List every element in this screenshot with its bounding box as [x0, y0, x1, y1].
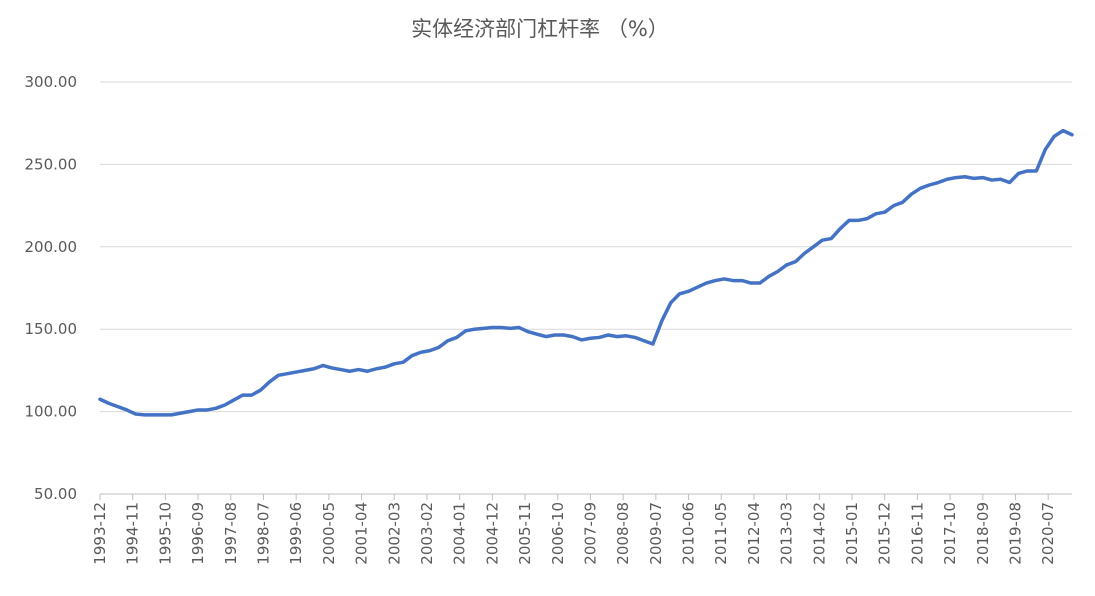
x-tick-label: 1995-10	[156, 502, 174, 565]
x-tick-label: 2007-09	[581, 502, 599, 565]
x-tick-label: 2005-11	[516, 502, 534, 565]
x-tick-label: 2012-04	[745, 502, 763, 565]
data-line	[98, 128, 1074, 417]
x-tick-label: 2006-10	[549, 502, 567, 565]
x-tick-label: 1993-12	[91, 502, 109, 565]
y-tick-label: 250.00	[25, 155, 78, 173]
x-tick-label: 2004-12	[483, 502, 501, 565]
x-tick-label: 2001-04	[353, 502, 371, 565]
chart-title: 实体经济部门杠杆率 （%）	[411, 17, 669, 41]
y-tick-label: 150.00	[25, 320, 78, 338]
x-tick-label: 1998-07	[254, 502, 272, 565]
x-tick-label: 2002-03	[385, 502, 403, 565]
x-tick-label: 2018-09	[974, 502, 992, 565]
x-tick-label: 2013-03	[778, 502, 796, 565]
x-tick-label: 2020-07	[1039, 502, 1057, 565]
x-tick-label: 2016-11	[908, 502, 926, 565]
x-tick-label: 2000-05	[320, 502, 338, 565]
x-tick-label: 2008-08	[614, 502, 632, 565]
x-tick-label: 1997-08	[222, 502, 240, 565]
x-tick-label: 1996-09	[189, 502, 207, 565]
x-tick-label: 2017-10	[941, 502, 959, 565]
x-tick-label: 1994-11	[124, 502, 142, 565]
y-tick-label: 200.00	[25, 238, 78, 256]
x-tick-label: 2011-05	[712, 502, 730, 565]
x-tick-label: 2010-06	[680, 502, 698, 565]
y-tick-label: 300.00	[25, 73, 78, 91]
x-tick-label: 2004-01	[451, 502, 469, 565]
y-tick-label: 50.00	[34, 485, 77, 503]
x-tick-label: 2019-08	[1007, 502, 1025, 565]
x-tick-label: 2014-02	[810, 502, 828, 565]
x-tick-label: 2003-02	[418, 502, 436, 565]
x-tick-label: 2015-01	[843, 502, 861, 565]
y-tick-label: 100.00	[25, 403, 78, 421]
x-tick-label: 1999-06	[287, 502, 305, 565]
x-tick-label: 2015-12	[876, 502, 894, 565]
x-tick-label: 2009-07	[647, 502, 665, 565]
